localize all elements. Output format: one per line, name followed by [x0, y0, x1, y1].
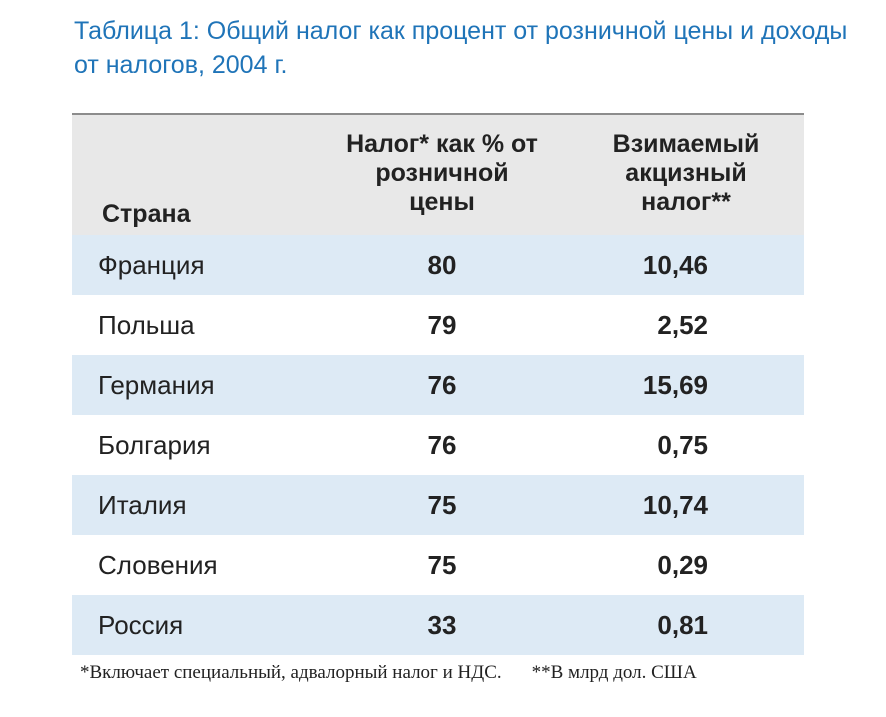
footnote-units: **В млрд дол. США [531, 662, 697, 683]
cell-country: Россия [98, 610, 184, 640]
cell-excise: 15,69 [642, 370, 708, 400]
cell-tax-percent: 75 [427, 550, 457, 580]
cell-tax-percent: 76 [427, 370, 457, 400]
cell-excise: 0,81 [657, 610, 708, 640]
footnote-tax-definition: *Включает специальный, адвалорный налог … [80, 662, 502, 683]
header-country: Страна [102, 200, 191, 228]
cell-tax-percent: 33 [427, 610, 457, 640]
table-title: Таблица 1: Общий налог как процент от ро… [74, 17, 848, 79]
tax-table: Страна Налог* как % от розничной цены Вз… [72, 113, 804, 655]
cell-tax-percent: 79 [427, 310, 457, 340]
header-excise: Взимаемый акцизный налог** [612, 130, 760, 216]
table-row: Россия 33 0,81 [72, 595, 804, 655]
table-row: Болгария 76 0,75 [72, 415, 804, 475]
cell-tax-percent: 80 [427, 250, 457, 280]
table-row: Словения 75 0,29 [72, 535, 804, 595]
header-tax-percent: Налог* как % от розничной цены [346, 130, 538, 216]
cell-excise: 0,29 [657, 550, 708, 580]
cell-excise: 2,52 [657, 310, 708, 340]
table-row: Италия 75 10,74 [72, 475, 804, 535]
cell-country: Словения [98, 550, 218, 580]
cell-excise: 0,75 [657, 430, 708, 460]
table-row: Франция 80 10,46 [72, 235, 804, 295]
cell-country: Польша [98, 310, 195, 340]
cell-tax-percent: 76 [427, 430, 457, 460]
table-row: Польша 79 2,52 [72, 295, 804, 355]
cell-country: Франция [98, 250, 205, 280]
cell-tax-percent: 75 [427, 490, 457, 520]
cell-country: Болгария [98, 430, 211, 460]
cell-country: Италия [98, 490, 187, 520]
cell-excise: 10,46 [642, 250, 708, 280]
cell-excise: 10,74 [642, 490, 708, 520]
table-header: Страна Налог* как % от розничной цены Вз… [72, 115, 804, 235]
cell-country: Германия [98, 370, 215, 400]
table-row: Германия 76 15,69 [72, 355, 804, 415]
footnotes: *Включает специальный, адвалорный налог … [80, 662, 697, 684]
